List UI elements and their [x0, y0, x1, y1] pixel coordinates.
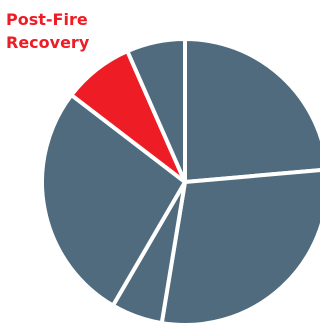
pie-slice-6	[125, 37, 187, 184]
pie-slice-2	[159, 168, 320, 324]
pie-slices	[40, 37, 320, 324]
annotation-line-2: Recovery	[6, 33, 90, 52]
pie-slice-4	[40, 93, 187, 308]
slice-annotation: Post-Fire Recovery	[6, 10, 90, 52]
annotation-line-1: Post-Fire	[6, 10, 88, 29]
pie-slice-1	[183, 37, 320, 184]
